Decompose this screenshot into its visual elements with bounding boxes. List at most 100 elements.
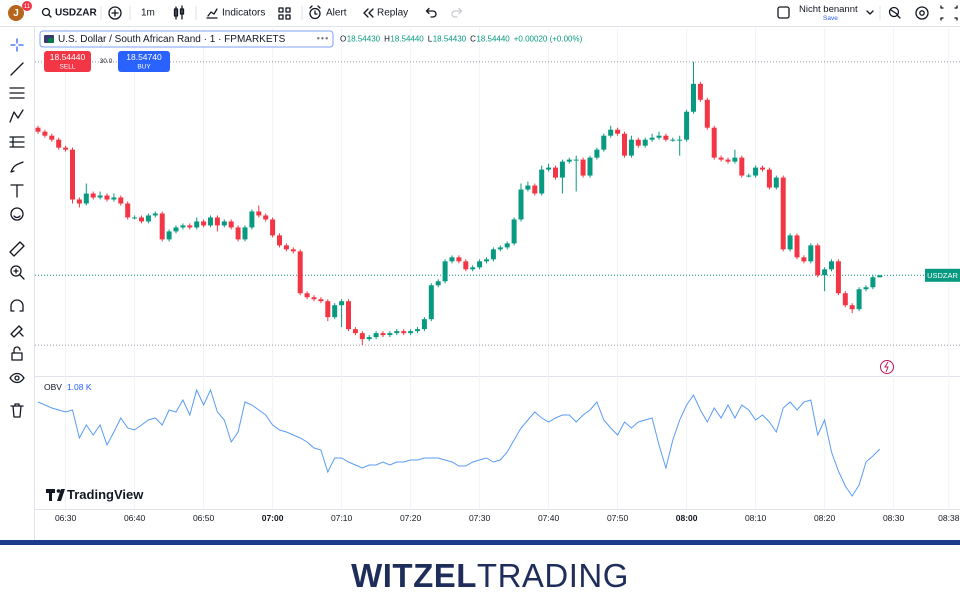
candle-body <box>180 225 186 228</box>
candle-body <box>870 277 876 288</box>
candle-body <box>684 111 690 140</box>
legend-box[interactable] <box>39 30 334 48</box>
watermark-logo <box>56 489 61 493</box>
layout-name[interactable]: Nicht benannt <box>799 4 858 15</box>
candle-body <box>546 167 552 170</box>
buy-button[interactable] <box>118 51 170 72</box>
undo-button[interactable] <box>425 7 437 18</box>
candle-body <box>490 249 496 260</box>
candle-body <box>394 331 400 334</box>
legend-values: O 18.54430 H 18.54440 L 18.54430 C 18.54440 +0.0… <box>340 35 583 44</box>
fib-tool[interactable] <box>9 87 25 99</box>
candle-body <box>829 261 834 270</box>
search-icon <box>47 13 52 18</box>
search-icon[interactable] <box>41 7 51 17</box>
trendline-tool[interactable] <box>10 62 24 76</box>
obv-value: 1.08 K <box>67 382 92 392</box>
layouts-icon[interactable] <box>278 7 291 20</box>
visibility-tool[interactable] <box>9 372 25 384</box>
candle-body <box>484 259 489 262</box>
brush-tool[interactable] <box>10 161 24 173</box>
zoom-tool[interactable] <box>10 265 22 277</box>
candle-body <box>511 219 517 244</box>
candle-body <box>270 219 276 236</box>
cursor-tool[interactable] <box>10 38 24 52</box>
layout-checkbox[interactable] <box>777 6 790 19</box>
candle-body <box>559 161 565 178</box>
candle-body <box>70 149 75 200</box>
magnet-tool[interactable] <box>10 299 24 312</box>
candle-body <box>553 167 558 178</box>
candle-body <box>787 235 793 250</box>
emoji-tool[interactable] <box>10 207 24 221</box>
interval[interactable]: 1m <box>141 8 155 19</box>
sell-button[interactable] <box>44 51 91 72</box>
candle-body <box>670 139 676 141</box>
candle-body <box>815 245 821 276</box>
candle-body <box>711 127 717 158</box>
text-tool[interactable] <box>10 184 24 198</box>
pattern-tool[interactable] <box>9 109 24 123</box>
lock-tool[interactable] <box>11 352 23 361</box>
candle-body <box>518 189 524 220</box>
candle-body <box>332 305 338 318</box>
candle-body <box>228 221 234 228</box>
fullscreen-button[interactable] <box>940 5 958 21</box>
brand-light: TRADING <box>477 557 629 594</box>
candle-body <box>346 301 351 330</box>
draw-mode-tool[interactable] <box>10 325 24 338</box>
avatar[interactable] <box>8 5 24 21</box>
symbol[interactable]: USDZAR <box>55 8 97 19</box>
quick-search[interactable] <box>888 6 900 18</box>
layout-menu[interactable] <box>866 10 874 15</box>
redo-button[interactable] <box>451 7 463 18</box>
delete-tool[interactable] <box>10 403 24 418</box>
candle-body <box>166 231 172 240</box>
candle-body <box>352 329 358 334</box>
replay-button[interactable]: Replay <box>377 8 408 19</box>
candle-body <box>656 135 662 138</box>
candle-body <box>580 159 586 176</box>
candle-body <box>739 157 745 176</box>
candle-body <box>145 215 151 222</box>
candle-body <box>90 193 96 198</box>
indicators-button[interactable]: Indicators <box>222 8 265 19</box>
sell-label: SELL <box>60 64 76 71</box>
avatar-letter: J <box>13 8 19 19</box>
legend-value: 18.54440 <box>390 35 424 44</box>
legend-more[interactable]: ••• <box>317 33 329 43</box>
alert-icon <box>309 5 321 15</box>
candle-body <box>718 157 724 160</box>
settings-button[interactable] <box>915 6 929 20</box>
legend-label: O <box>340 35 346 44</box>
measure-tool[interactable] <box>9 241 25 257</box>
candle-body <box>766 169 772 188</box>
x-tick-label: 06:30 <box>55 513 77 523</box>
footer <box>0 545 960 600</box>
candle-body <box>463 261 469 270</box>
x-tick-label: 07:50 <box>607 513 629 523</box>
projection-tool[interactable] <box>9 136 25 148</box>
candle-body <box>249 211 255 228</box>
candle-body <box>677 139 683 141</box>
candle-body <box>208 217 213 226</box>
alert-button[interactable]: Alert <box>326 8 347 19</box>
candle-body <box>97 195 103 198</box>
candle-body <box>635 139 641 146</box>
flag-icon <box>48 38 54 43</box>
legend-value: 18.54430 <box>433 35 467 44</box>
candle-body <box>435 281 441 286</box>
chart-type-icon[interactable] <box>173 5 185 20</box>
compare-button[interactable] <box>108 6 122 20</box>
candle-body <box>835 261 841 294</box>
save-label[interactable]: Save <box>823 15 838 22</box>
badge-count: 11 <box>24 4 31 10</box>
candle-body <box>497 247 503 250</box>
buy-price: 18.54740 <box>126 52 162 62</box>
candle-body <box>856 289 862 310</box>
legend-change: +0.00020 (+0.00%) <box>514 35 583 44</box>
candle-body <box>152 213 158 216</box>
candle-body <box>339 301 345 306</box>
candle-body <box>125 203 131 218</box>
